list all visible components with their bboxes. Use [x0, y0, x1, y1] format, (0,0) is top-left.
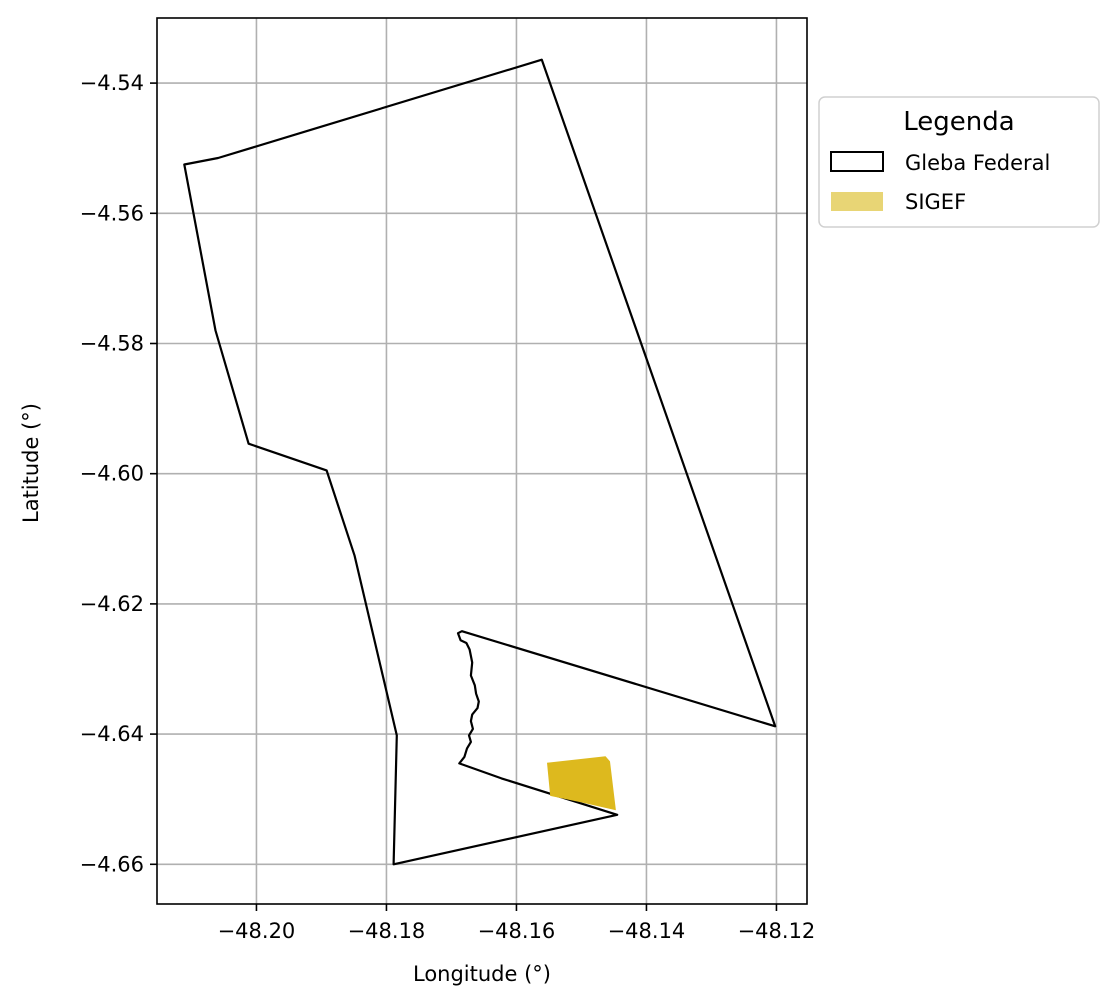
legend-title: Legenda	[903, 107, 1014, 137]
x-tick-label: −48.18	[348, 919, 426, 943]
x-axis: −48.20 −48.18 −48.16 −48.14 −48.12	[218, 904, 816, 943]
legend-label-gleba-federal: Gleba Federal	[905, 151, 1050, 175]
x-tick-label: −48.12	[738, 919, 816, 943]
plot-frame	[156, 17, 808, 905]
x-tick-label: −48.20	[218, 919, 296, 943]
y-tick-label: −4.66	[80, 852, 144, 876]
legend-swatch-sigef	[831, 192, 883, 211]
y-tick-label: −4.54	[80, 71, 144, 95]
y-axis: −4.54 −4.56 −4.58 −4.60 −4.62 −4.64 −4.66	[80, 71, 157, 876]
y-tick-label: −4.58	[80, 331, 144, 355]
x-axis-label: Longitude (°)	[413, 962, 551, 986]
x-tick-label: −48.14	[608, 919, 686, 943]
legend-label-sigef: SIGEF	[905, 190, 966, 214]
y-tick-label: −4.60	[80, 462, 144, 486]
legend-box	[818, 96, 1100, 228]
y-axis-label: Latitude (°)	[19, 403, 43, 523]
polygon-gleba-federal	[183, 58, 777, 866]
y-tick-label: −4.62	[80, 592, 144, 616]
legend-swatch-gleba-federal	[830, 151, 884, 172]
y-tick-label: −4.64	[80, 722, 144, 746]
polygon-sigef	[547, 756, 616, 811]
legend: Legenda Gleba Federal SIGEF	[818, 96, 1100, 228]
grid	[157, 18, 807, 904]
y-tick-label: −4.56	[80, 201, 144, 225]
map-layers	[183, 58, 777, 866]
x-tick-label: −48.16	[478, 919, 556, 943]
